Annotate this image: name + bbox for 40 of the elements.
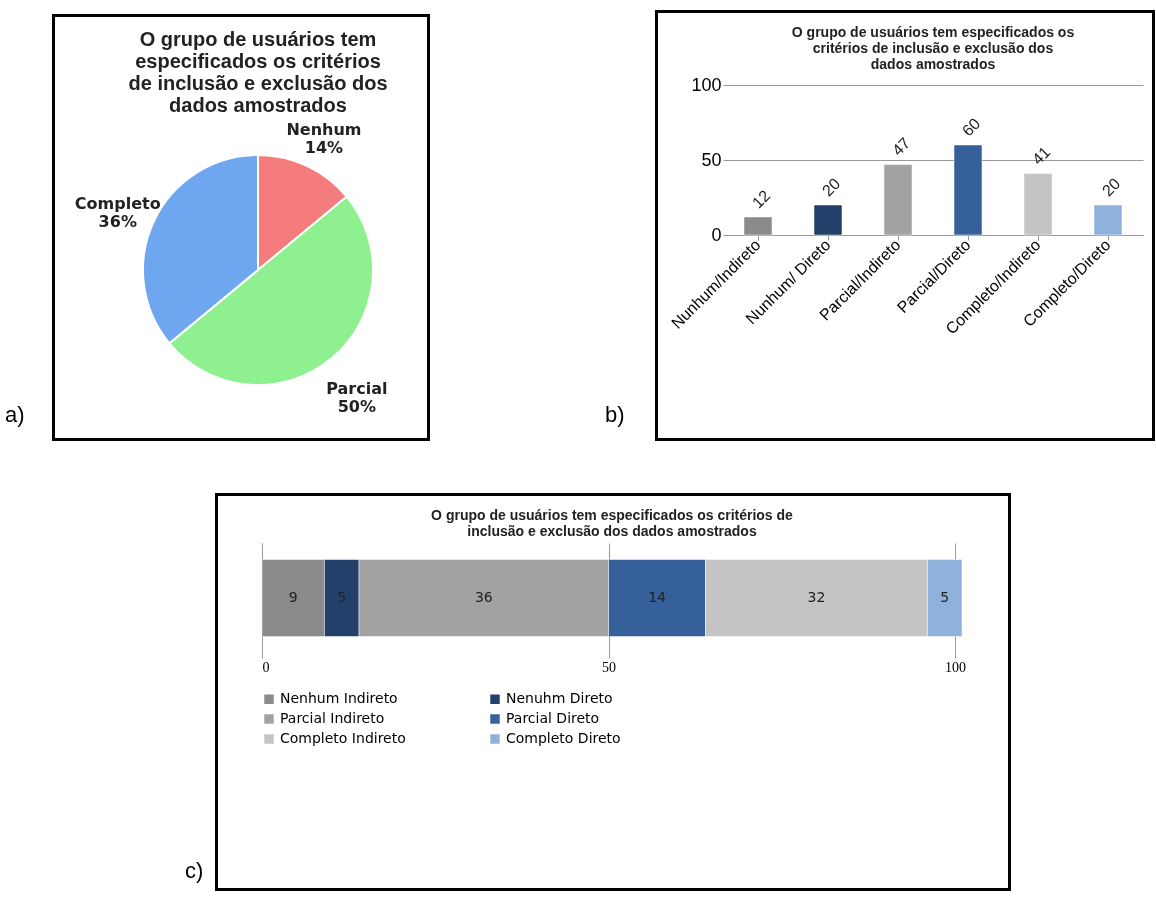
text: a) <box>5 402 25 428</box>
y-tick-label: 50 <box>700 149 721 170</box>
data-label: 14 <box>647 589 666 605</box>
chart-title: O grupo de usuários tem especificados os critérios de inclusão e exclusão dos dados amostrados <box>128 28 388 116</box>
chart-title: O grupo de usuários tem especificados os critérios de inclusão e exclusão dos dados amostrados <box>791 24 1074 72</box>
legend-label: Parcial Direto <box>505 710 599 726</box>
data-label: 50% <box>337 397 376 417</box>
legend-label: Completo Indireto <box>279 730 406 746</box>
bar <box>1093 204 1122 236</box>
legend-label: Nenuhm Direto <box>505 690 613 707</box>
slice-label: Parcial <box>326 379 388 399</box>
legend-label: Completo Direto <box>505 730 621 746</box>
data-label: 36% <box>98 212 137 231</box>
x-tick-label: 100 <box>944 659 966 675</box>
bar <box>953 144 982 236</box>
data-label: 47 <box>888 134 913 159</box>
data-label: 5 <box>336 589 346 605</box>
legend-label: Parcial Indireto <box>279 710 384 726</box>
data-label: 14% <box>304 137 344 157</box>
data-label: 12 <box>748 186 773 212</box>
legend-label: Nenhum Indireto <box>279 690 398 707</box>
text: b) <box>605 402 625 428</box>
y-tick-label: 100 <box>690 74 721 95</box>
data-label: 60 <box>958 114 983 140</box>
data-label: 20 <box>1098 174 1123 200</box>
x-tick-label: 50 <box>601 659 616 675</box>
data-label: 9 <box>288 589 298 605</box>
text: c) <box>185 858 204 884</box>
chart-title: O grupo de usuários tem especificados os critérios de inclusão e exclusão dos dados amostrados <box>430 507 793 539</box>
slice-label: Completo <box>74 194 161 213</box>
data-label: 36 <box>474 589 493 605</box>
bar <box>1023 173 1052 236</box>
data-label: 32 <box>807 589 825 605</box>
x-tick-label: 0 <box>262 659 269 675</box>
bar <box>743 216 772 236</box>
bar <box>813 204 842 236</box>
data-label: 41 <box>1028 143 1053 168</box>
slice-label: Nenhum <box>286 119 362 139</box>
data-label: 20 <box>818 174 843 200</box>
data-label: 5 <box>939 589 949 605</box>
